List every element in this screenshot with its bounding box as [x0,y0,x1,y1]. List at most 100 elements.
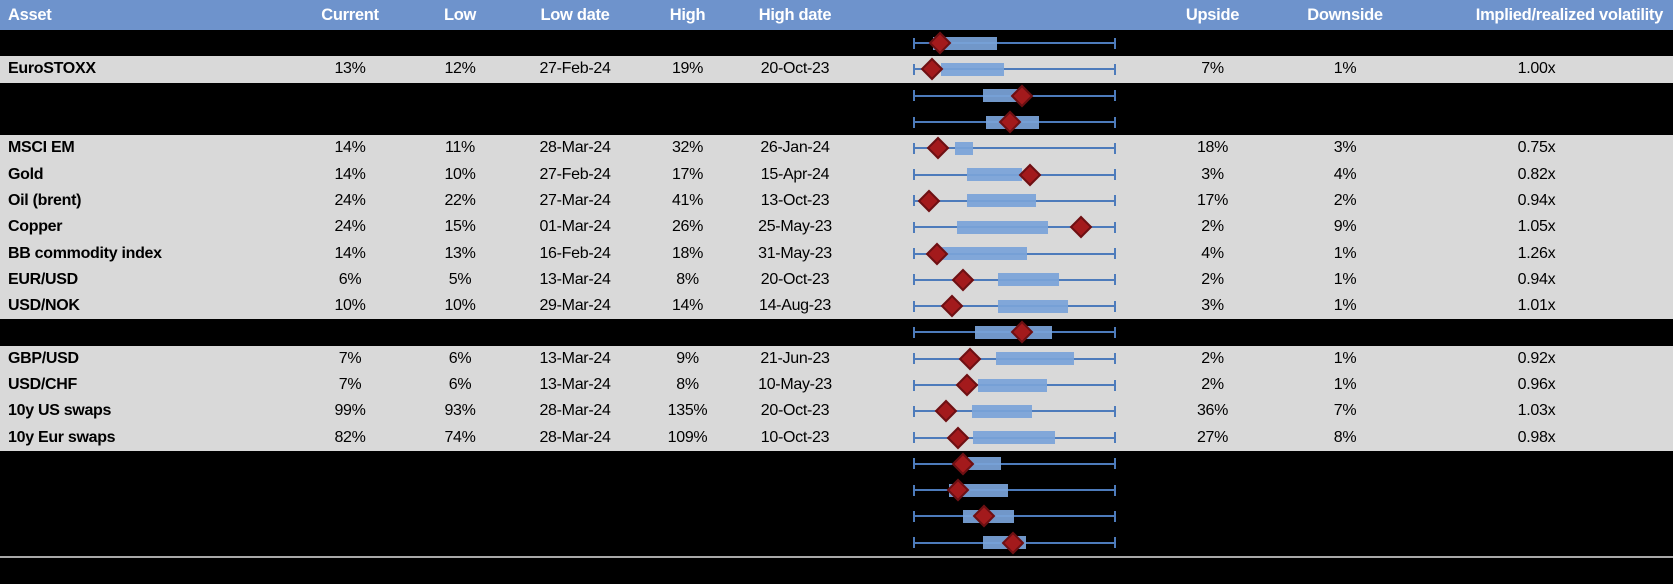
low-date-cell: 28-Mar-24 [539,402,611,420]
upside-cell: 17% [1196,191,1229,209]
current-cell: 14% [334,139,366,157]
upside-cell: 2% [1201,349,1224,367]
whisker-cap-left [913,116,915,128]
range-boxplot-cell [860,161,1135,187]
downside-cell: 1% [1333,244,1357,262]
range-box [941,62,1004,76]
high-date-cell: 25-May-23 [758,218,832,236]
implied-realized-cell: 1.26x [1517,244,1556,262]
current-cell: 99% [334,402,366,420]
implied-realized-cell: 0.96x [1517,376,1556,393]
current-cell: 82% [334,428,366,446]
whisker-cap-right [1114,458,1116,470]
current-cell: 24% [334,191,366,209]
downside-cell: 3% [1333,139,1357,157]
table-row: USD/CHF 7% 6% 13-Mar-24 8% 10-May-23 2% 1% 0.96x [0,371,1673,399]
low-date-cell: 28-Mar-24 [539,428,611,446]
range-box [968,457,1001,471]
whisker-cap-left [913,248,915,260]
diamond-marker [926,137,950,160]
range-boxplot-cell [860,319,1135,345]
diamond-marker [972,505,996,528]
whisker-cap-right [1114,248,1116,260]
upside-cell: 3% [1201,297,1224,315]
range-box [977,378,1047,392]
range-boxplot-cell [860,135,1135,161]
high-date-cell: 14-Aug-23 [758,297,832,315]
range-box [966,168,1022,182]
implied-realized-cell: 0.75x [1517,139,1556,157]
high-cell: 17% [671,165,704,183]
table-body: EuroSTOXX 13% 12% 27-Feb-24 19% 20-Oct-23 7% 1%… [0,30,1673,556]
range-boxplot-cell [860,346,1135,372]
box-whisker-plot [913,267,1116,293]
current-cell: 7% [338,376,362,393]
upside-cell: 3% [1201,165,1224,183]
range-boxplot-cell [860,267,1135,293]
low-cell: 6% [448,376,472,393]
asset-cell: EUR/USD [8,270,78,288]
range-box [998,299,1069,313]
downside-cell: 4% [1333,165,1357,183]
high-cell: 19% [671,60,704,78]
low-cell: 5% [448,270,472,288]
table-row [0,450,1673,478]
whisker-cap-left [913,37,915,49]
low-date-cell: 29-Mar-24 [539,297,611,315]
diamond-marker [920,58,944,81]
high-cell: 41% [671,191,704,209]
whisker-cap-left [913,405,915,417]
asset-cell: 10y US swaps [8,402,112,420]
downside-cell: 9% [1333,218,1357,236]
diamond-marker [1010,321,1034,344]
box-whisker-plot [913,319,1116,345]
whisker-cap-left [913,379,915,391]
high-date-cell: 31-May-23 [758,244,832,262]
high-cell: 32% [671,139,704,157]
whisker-cap-left [913,221,915,233]
low-cell: 12% [444,60,476,78]
diamond-marker [940,294,964,318]
asset-cell: Copper [8,218,63,236]
asset-cell: GBP/USD [8,349,79,367]
range-boxplot-cell [860,293,1135,319]
current-cell: 24% [334,218,366,236]
range-boxplot-cell [860,503,1135,529]
whisker-cap-right [1114,326,1116,338]
whisker-cap-left [913,326,915,338]
diamond-marker [951,268,975,292]
whisker-cap-left [913,169,915,181]
column-header-low-date: Low date [540,5,610,24]
diamond-marker [958,347,982,371]
downside-cell: 1% [1333,60,1357,78]
diamond-marker [928,31,952,55]
range-box [996,352,1074,366]
whisker-cap-left [913,353,915,365]
high-cell: 9% [676,349,699,367]
table-row: Copper 24% 15% 01-Mar-24 26% 25-May-23 2% 9% 1.0… [0,214,1673,241]
whisker-cap-right [1114,274,1116,286]
diamond-marker [998,110,1022,134]
box-whisker-plot [913,451,1116,477]
diamond-marker [946,426,970,449]
box-whisker-plot [913,346,1116,372]
upside-cell: 18% [1196,139,1229,157]
high-cell: 26% [671,218,704,236]
asset-cell: USD/NOK [8,297,80,315]
whisker-cap-left [913,195,915,207]
box-whisker-plot [913,477,1116,503]
upside-cell: 7% [1201,60,1224,78]
whisker-cap-right [1114,116,1116,128]
whisker-line [913,462,1116,465]
box-whisker-plot [913,240,1116,266]
high-cell: 18% [671,244,704,262]
high-cell: 135% [667,402,708,420]
range-boxplot-cell [860,56,1135,82]
downside-cell: 1% [1333,270,1357,288]
downside-cell: 1% [1333,349,1357,367]
upside-cell: 2% [1201,376,1224,393]
range-box [998,273,1059,287]
low-date-cell: 01-Mar-24 [539,218,611,236]
box-whisker-plot [913,30,1116,56]
